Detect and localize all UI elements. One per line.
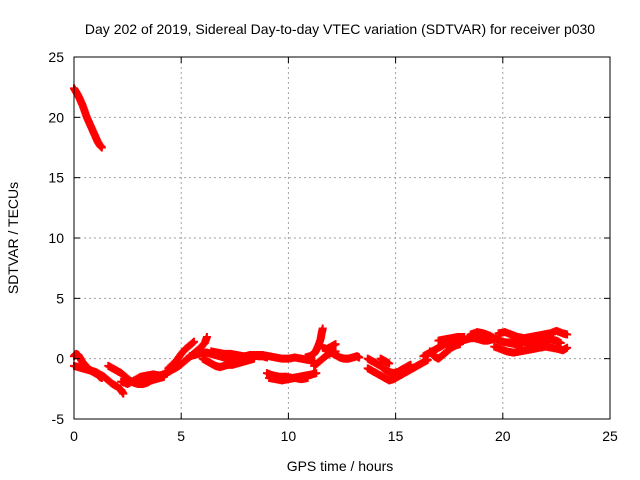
x-tick-label: 25 (602, 428, 618, 444)
grid (74, 57, 610, 419)
data-point (355, 353, 364, 362)
data-point (556, 338, 565, 347)
y-tick-label: 10 (48, 230, 64, 246)
y-tick-label: -5 (52, 411, 65, 427)
data-point (119, 389, 128, 398)
x-tick-label: 10 (281, 428, 297, 444)
data-point (318, 324, 327, 333)
data-point (202, 332, 211, 341)
y-tick-label: 25 (48, 49, 64, 65)
data-point (312, 369, 321, 378)
data-point (385, 359, 394, 368)
y-tick-label: 20 (48, 109, 64, 125)
data-point (460, 332, 469, 341)
y-tick-labels: -5 0 5 10 15 20 25 (48, 49, 64, 427)
data-point (190, 337, 199, 346)
y-tick-label: 0 (56, 351, 64, 367)
x-tick-label: 0 (70, 428, 78, 444)
data-point (303, 373, 312, 382)
x-tick-label: 5 (177, 428, 185, 444)
x-tick-label: 15 (388, 428, 404, 444)
axis-ticks (73, 56, 611, 420)
data-point (331, 340, 340, 349)
y-tick-label: 15 (48, 170, 64, 186)
data-point (455, 340, 464, 349)
x-tick-label: 20 (495, 428, 511, 444)
data-points (70, 84, 572, 398)
x-axis-label: GPS time / hours (287, 458, 394, 474)
data-point (97, 143, 106, 152)
data-point (563, 330, 572, 339)
chart-title: Day 202 of 2019, Sidereal Day-to-day VTE… (85, 21, 595, 37)
x-tick-labels: 0 5 10 15 20 25 (70, 428, 618, 444)
y-axis-label: SDTVAR / TECUs (5, 182, 21, 294)
y-tick-label: 5 (56, 290, 64, 306)
data-point (563, 343, 572, 352)
